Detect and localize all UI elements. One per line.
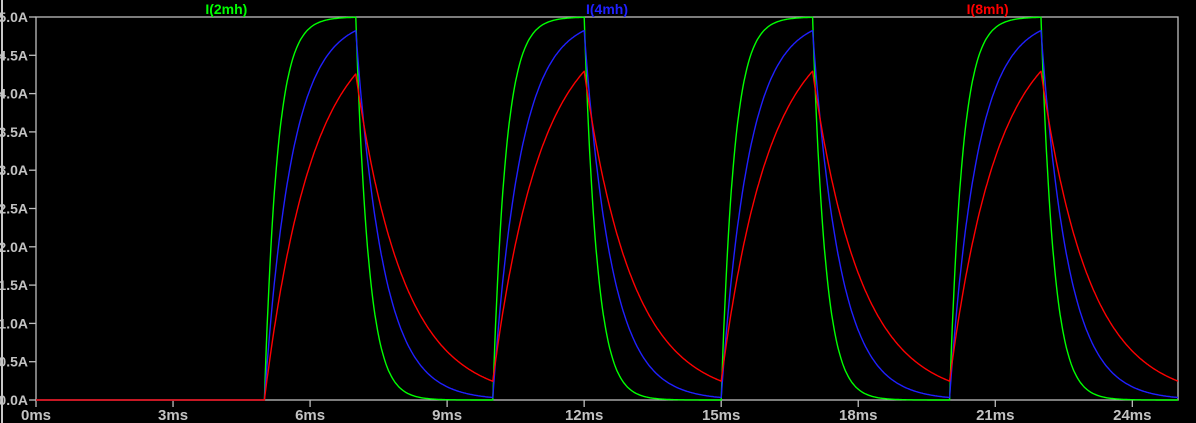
plot-frame xyxy=(35,16,1179,401)
x-axis-tick-label: 6ms xyxy=(295,407,325,423)
y-axis-tick-label: 1.5A xyxy=(0,277,28,293)
y-axis-tick-label: 2.5A xyxy=(0,201,28,217)
y-axis-tick-label: 4.0A xyxy=(0,86,28,102)
trace-i8mh xyxy=(36,70,1179,401)
x-axis-tick-label: 0ms xyxy=(21,407,51,423)
y-axis-tick-label: 2.0A xyxy=(0,239,28,255)
trace-i4mh xyxy=(36,29,1179,401)
legend-item-i8mh[interactable]: I(8mh) xyxy=(966,1,1009,17)
x-axis-tick-label: 12ms xyxy=(565,407,603,423)
y-axis-tick-label: 3.5A xyxy=(0,124,28,140)
y-axis-tick-label: 3.0A xyxy=(0,162,28,178)
y-axis-tick-label: 0.0A xyxy=(0,392,28,408)
legend-item-i4mh[interactable]: I(4mh) xyxy=(586,1,628,17)
y-axis-tick-label: 5.0A xyxy=(0,9,28,25)
y-axis-tick-label: 1.0A xyxy=(0,315,28,331)
x-axis-tick-label: 18ms xyxy=(839,407,877,423)
y-axis-tick-label: 4.5A xyxy=(0,47,28,63)
x-axis-tick-label: 24ms xyxy=(1113,407,1151,423)
x-axis-tick-label: 3ms xyxy=(158,407,188,423)
y-axis-tick-label: 0.5A xyxy=(0,354,28,370)
x-axis-tick-label: 9ms xyxy=(432,407,462,423)
trace-i2mh xyxy=(36,16,1178,401)
x-axis-tick-label: 15ms xyxy=(702,407,740,423)
legend: I(2mh) I(4mh) I(8mh) xyxy=(0,0,1196,17)
x-axis-tick-label: 21ms xyxy=(976,407,1014,423)
legend-item-i2mh[interactable]: I(2mh) xyxy=(205,1,248,17)
